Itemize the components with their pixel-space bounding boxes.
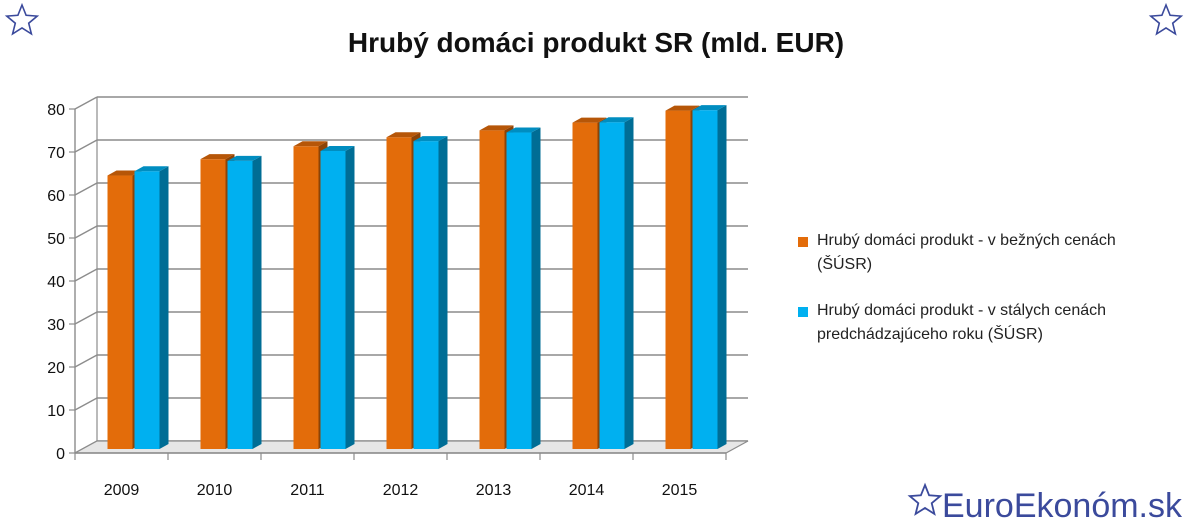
legend-item: Hrubý domáci produkt - v bežných cenách (… <box>798 232 1116 273</box>
bar <box>506 127 541 450</box>
legend-swatch <box>798 307 808 317</box>
brand-text: EuroEkonóm.sk <box>942 487 1183 525</box>
x-tick-label: 2011 <box>290 482 325 499</box>
gridline-depth <box>74 96 98 110</box>
gridline-depth <box>74 268 98 282</box>
x-tick-label: 2010 <box>197 482 233 499</box>
bar-front <box>320 151 346 449</box>
bar-front <box>134 171 160 449</box>
legend: Hrubý domáci produkt - v bežných cenách (… <box>798 232 1116 343</box>
gridline-depth <box>74 397 98 411</box>
x-tick-label: 2013 <box>476 482 512 499</box>
y-tick-label: 0 <box>56 446 65 463</box>
bar-front <box>506 132 532 449</box>
bar-front <box>599 122 625 449</box>
bar-top <box>599 117 634 123</box>
gridline-depth <box>74 354 98 368</box>
bar <box>227 155 262 449</box>
bar-front <box>479 130 505 449</box>
bar-top <box>413 136 448 142</box>
bar-front <box>665 110 691 449</box>
gridline-depth <box>74 311 98 325</box>
y-tick-label: 50 <box>47 231 65 248</box>
bar-side <box>531 127 541 450</box>
x-tick-label: 2015 <box>662 482 698 499</box>
brand-star-icon <box>907 482 943 516</box>
bar-side <box>624 117 634 449</box>
bar <box>599 117 634 449</box>
bar-front <box>293 146 319 449</box>
bar-side <box>159 166 169 449</box>
bar <box>692 105 727 449</box>
bar-top <box>320 146 355 152</box>
plot-area: 0 10 20 30 40 50 60 70 80 2009 2010 2011 2012 2013 201… <box>47 96 749 499</box>
x-tick-label: 2012 <box>383 482 419 499</box>
legend-label: predchádzajúceho roku (ŠÚSR) <box>817 324 1043 343</box>
bar-top <box>665 105 700 111</box>
gridline-depth <box>74 225 98 239</box>
y-tick-label: 80 <box>47 102 65 119</box>
y-tick-label: 70 <box>47 145 65 162</box>
bar-front <box>413 141 439 449</box>
bar-top <box>200 154 235 160</box>
y-tick-label: 10 <box>47 403 65 420</box>
bar-top <box>506 127 541 133</box>
bar-top <box>386 132 421 138</box>
y-tick-label: 20 <box>47 360 65 377</box>
legend-label: (ŠÚSR) <box>817 254 872 273</box>
decor-star-top-left <box>4 2 40 36</box>
gridline-depth <box>74 182 98 196</box>
legend-swatch <box>798 237 808 247</box>
gridline-depth <box>74 139 98 153</box>
decor-star-top-right <box>1148 2 1184 36</box>
legend-label: Hrubý domáci produkt - v stálych cenách <box>817 302 1106 319</box>
bar-side <box>438 136 448 449</box>
bar <box>320 146 355 449</box>
brand-logo: EuroEkonóm.sk <box>907 482 1183 525</box>
bar-top <box>572 117 607 123</box>
y-tick-label: 40 <box>47 274 65 291</box>
legend-item: Hrubý domáci produkt - v stálych cenách p… <box>798 302 1106 343</box>
bar-front <box>227 160 253 449</box>
bar-front <box>572 122 598 449</box>
y-tick-label: 30 <box>47 317 65 334</box>
bar-top <box>227 155 262 161</box>
bar-side <box>252 155 262 449</box>
bar-front <box>200 159 226 449</box>
bar-top <box>293 141 328 147</box>
bar <box>413 136 448 449</box>
bar-top <box>134 166 169 172</box>
x-tick-label: 2009 <box>104 482 140 499</box>
y-tick-label: 60 <box>47 188 65 205</box>
bar-side <box>345 146 355 449</box>
bar-top <box>692 105 727 111</box>
bar-front <box>386 137 412 449</box>
bar-front <box>107 175 133 449</box>
x-tick-label: 2014 <box>569 482 605 499</box>
bar-side <box>717 105 727 449</box>
bar <box>134 166 169 449</box>
bar-front <box>692 110 718 449</box>
chart-title: Hrubý domáci produkt SR (mld. EUR) <box>348 27 844 58</box>
legend-label: Hrubý domáci produkt - v bežných cenách <box>817 232 1116 249</box>
bar-top <box>479 125 514 131</box>
bar-top <box>107 170 142 176</box>
